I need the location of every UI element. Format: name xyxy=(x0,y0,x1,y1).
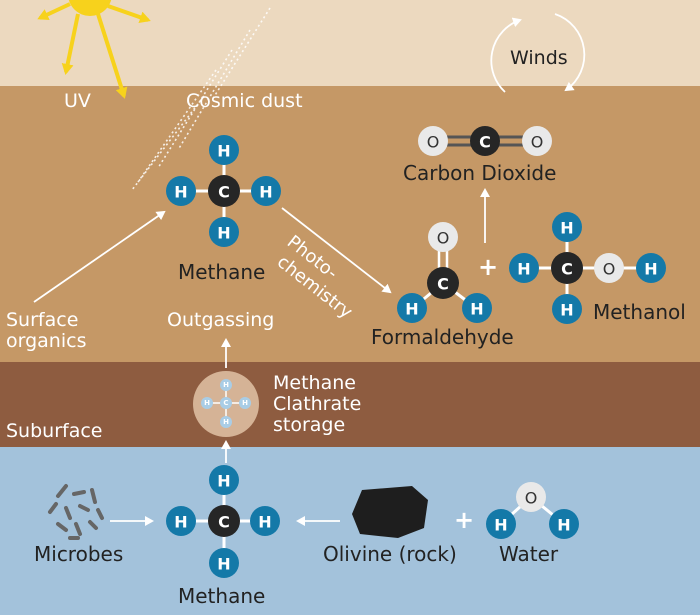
atom-h: H xyxy=(405,300,418,319)
subsurface-band xyxy=(0,362,700,447)
plus-sign-bottom: + xyxy=(454,506,474,534)
water-molecule: O H H xyxy=(486,482,579,539)
surface-band xyxy=(0,86,700,362)
atom-o: O xyxy=(525,489,538,508)
carbon-dioxide-molecule: O C O xyxy=(418,126,552,156)
atom-h: H xyxy=(223,418,229,426)
atom-h: H xyxy=(560,301,573,320)
outgassing-label: Outgassing xyxy=(167,309,274,331)
atom-c: C xyxy=(223,399,228,407)
olivine-rock-icon xyxy=(352,486,428,538)
co2-carbon: C xyxy=(479,133,491,152)
uv-label: UV xyxy=(64,90,91,112)
atom-c: C xyxy=(561,260,573,279)
atom-o: O xyxy=(603,260,616,279)
atom-h: H xyxy=(259,183,272,202)
atom-h: H xyxy=(242,399,248,407)
methane-bottom-label: Methane xyxy=(178,584,265,608)
winds-icon xyxy=(490,13,586,93)
atom-h: H xyxy=(204,399,210,407)
atom-c: C xyxy=(218,513,230,532)
atom-h: H xyxy=(258,513,271,532)
clathrate-label-line2: Clathrate xyxy=(273,393,361,415)
formaldehyde-label: Formaldehyde xyxy=(371,325,514,349)
cosmic-dust-label: Cosmic dust xyxy=(186,90,303,112)
sky-band xyxy=(0,0,700,86)
photochemistry-arrow xyxy=(281,207,392,294)
clathrate-icon: H H H H C xyxy=(193,371,259,437)
methanol-molecule: H H H H C O xyxy=(509,212,666,324)
atom-h: H xyxy=(560,219,573,238)
atom-h: H xyxy=(470,300,483,319)
surface-organics-label-line2: organics xyxy=(6,330,86,352)
atom-h: H xyxy=(557,516,570,535)
atom-c: C xyxy=(437,275,449,294)
microbes-icon xyxy=(48,484,104,540)
methane-molecule-top: H H H H C xyxy=(166,135,281,247)
atom-h: H xyxy=(217,142,230,161)
water-label: Water xyxy=(499,542,559,566)
atom-h: H xyxy=(217,224,230,243)
winds-label: Winds xyxy=(510,47,568,69)
atom-h: H xyxy=(174,183,187,202)
cosmic-dust-icon xyxy=(131,7,271,191)
plus-sign-top: + xyxy=(478,253,498,281)
surface-organics-arrow xyxy=(33,210,166,303)
atom-h: H xyxy=(217,555,230,574)
atom-h: H xyxy=(494,516,507,535)
clathrate-label-line1: Methane xyxy=(273,372,356,394)
methane-top-label: Methane xyxy=(178,260,265,284)
suburface-label: Suburface xyxy=(6,420,102,442)
atom-h: H xyxy=(217,472,230,491)
sun-icon xyxy=(37,0,151,99)
co2-oxygen-left: O xyxy=(427,133,440,152)
co2-oxygen-right: O xyxy=(531,133,544,152)
groundwater-band xyxy=(0,447,700,615)
atom-h: H xyxy=(223,381,229,389)
atom-h: H xyxy=(517,260,530,279)
formaldehyde-molecule: O C H H xyxy=(397,222,492,323)
microbes-label: Microbes xyxy=(34,542,123,566)
olivine-label: Olivine (rock) xyxy=(323,542,457,566)
atom-h: H xyxy=(644,260,657,279)
surface-organics-label-line1: Surface xyxy=(6,309,78,331)
clathrate-label-line3: storage xyxy=(273,414,345,436)
atom-o: O xyxy=(437,229,450,248)
atom-h: H xyxy=(174,513,187,532)
methanol-label: Methanol xyxy=(593,300,686,324)
carbon-dioxide-label: Carbon Dioxide xyxy=(403,161,556,185)
methane-molecule-bottom: H H H H C xyxy=(166,465,280,578)
atom-c: C xyxy=(218,183,230,202)
